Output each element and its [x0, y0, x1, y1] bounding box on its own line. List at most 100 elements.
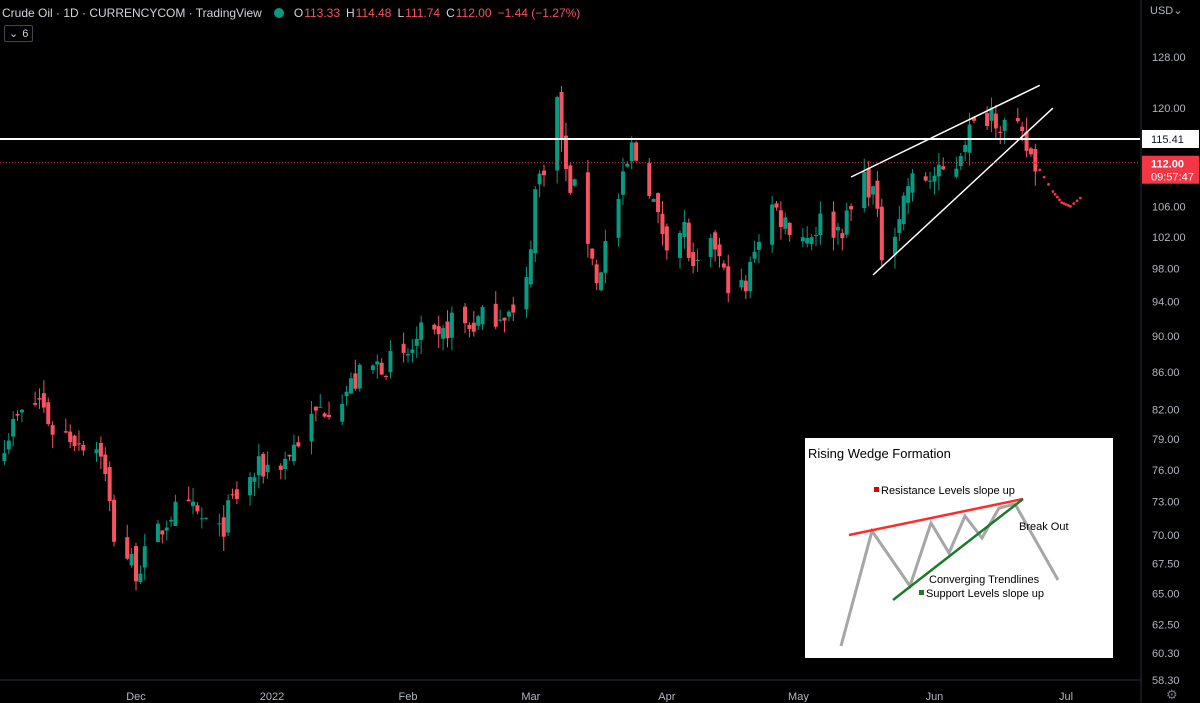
candle-down	[471, 322, 476, 332]
candle-down	[134, 546, 138, 582]
x-tick-label: Feb	[399, 691, 418, 702]
candle-up	[805, 237, 810, 244]
candle-down	[563, 135, 568, 169]
candle-down	[327, 414, 332, 417]
candle-up	[449, 312, 454, 338]
candle-up	[348, 378, 353, 394]
candle-down	[1024, 131, 1029, 151]
candle-up	[599, 272, 604, 291]
wedge-trendline	[850, 84, 1041, 178]
candle-up	[748, 261, 753, 292]
candle-up	[441, 328, 446, 339]
x-tick-label: Mar	[521, 691, 540, 702]
projection-dot	[1047, 182, 1050, 186]
candle-up	[897, 219, 902, 233]
candle-up	[388, 351, 393, 373]
candle-up	[708, 238, 713, 258]
candle-down	[1033, 148, 1038, 172]
candle-up	[129, 553, 134, 566]
candle-down	[445, 321, 450, 339]
support-marker-icon	[919, 590, 924, 595]
candle-up	[835, 226, 840, 231]
candle-down	[726, 266, 731, 294]
candle-up	[989, 107, 994, 121]
candle-up	[954, 168, 959, 177]
candle-down	[1028, 148, 1033, 155]
y-tick-label: 82.00	[1152, 405, 1180, 417]
candle-up	[528, 249, 533, 285]
candle-down	[230, 494, 235, 496]
candle-down	[467, 324, 472, 329]
candle-up	[476, 316, 481, 326]
candle-up	[616, 199, 621, 238]
indicators-toggle[interactable]: ⌄ 6	[4, 25, 34, 42]
candle-up	[191, 501, 196, 507]
candle-up	[340, 403, 345, 422]
candle-up	[555, 97, 560, 171]
candle-down	[353, 373, 358, 389]
candle-up	[871, 186, 876, 195]
projection-dot	[1033, 161, 1037, 165]
candle-down	[287, 454, 292, 457]
y-tick-label: 120.00	[1152, 103, 1186, 115]
candle-up	[958, 156, 963, 167]
candle-down	[432, 324, 437, 330]
currency-selector[interactable]: USD⌄	[1150, 4, 1182, 17]
candle-up	[814, 234, 818, 236]
candle-down	[186, 499, 191, 502]
inset-resistance-line	[848, 497, 1024, 537]
candle-down	[656, 193, 661, 213]
projection-dot	[1075, 199, 1079, 203]
candle-down	[112, 499, 117, 542]
candle-down	[985, 113, 990, 127]
change-value: −1.44 (−1.27%)	[497, 6, 581, 20]
candle-up	[1002, 119, 1007, 131]
candle-up	[318, 406, 323, 408]
candle-up	[164, 527, 169, 531]
chevron-down-icon: ⌄	[9, 28, 19, 40]
projection-dot	[1066, 203, 1070, 207]
symbol-title[interactable]: Crude Oil · 1D · CURRENCYCOM · TradingVi…	[2, 6, 262, 20]
candle-up	[756, 241, 761, 250]
candle-down	[103, 454, 108, 475]
projection-dot	[1064, 203, 1068, 206]
candle-up	[248, 477, 253, 496]
candle-up	[283, 458, 288, 469]
gear-icon[interactable]: ⚙	[1166, 687, 1178, 702]
candle-up	[406, 354, 410, 356]
candle-down	[195, 505, 200, 512]
candle-down	[778, 210, 783, 228]
candle-up	[480, 306, 485, 325]
projection-dot	[1038, 168, 1042, 172]
candle-down	[46, 402, 51, 425]
y-tick-label: 90.00	[1152, 331, 1180, 343]
candle-down	[993, 113, 998, 129]
candle-up	[2, 453, 7, 462]
candle-down	[1015, 118, 1020, 122]
candle-down	[743, 280, 748, 292]
candle-down	[41, 393, 46, 408]
last-price-tag	[1142, 155, 1199, 184]
candle-down	[261, 453, 266, 477]
candle-down	[691, 252, 696, 267]
candle-up	[138, 573, 143, 583]
candle-up	[375, 361, 380, 365]
candle-up	[252, 477, 257, 482]
candle-down	[37, 398, 42, 400]
projection-dot	[1053, 192, 1057, 196]
y-tick-label: 60.30	[1152, 648, 1180, 660]
close-value: 112.00	[455, 6, 492, 20]
candle-up	[625, 163, 630, 167]
candle-up	[344, 391, 349, 397]
x-tick-label: May	[788, 691, 809, 702]
inset-title: Rising Wedge Formation	[808, 446, 951, 461]
candle-up	[173, 501, 178, 526]
candle-down	[1020, 126, 1025, 132]
y-tick-label: 58.30	[1152, 675, 1180, 687]
candle-up	[142, 546, 147, 568]
projection-dot	[1062, 202, 1066, 205]
candle-up	[910, 173, 915, 193]
y-tick-label: 94.00	[1152, 296, 1180, 308]
candle-up	[603, 241, 608, 273]
